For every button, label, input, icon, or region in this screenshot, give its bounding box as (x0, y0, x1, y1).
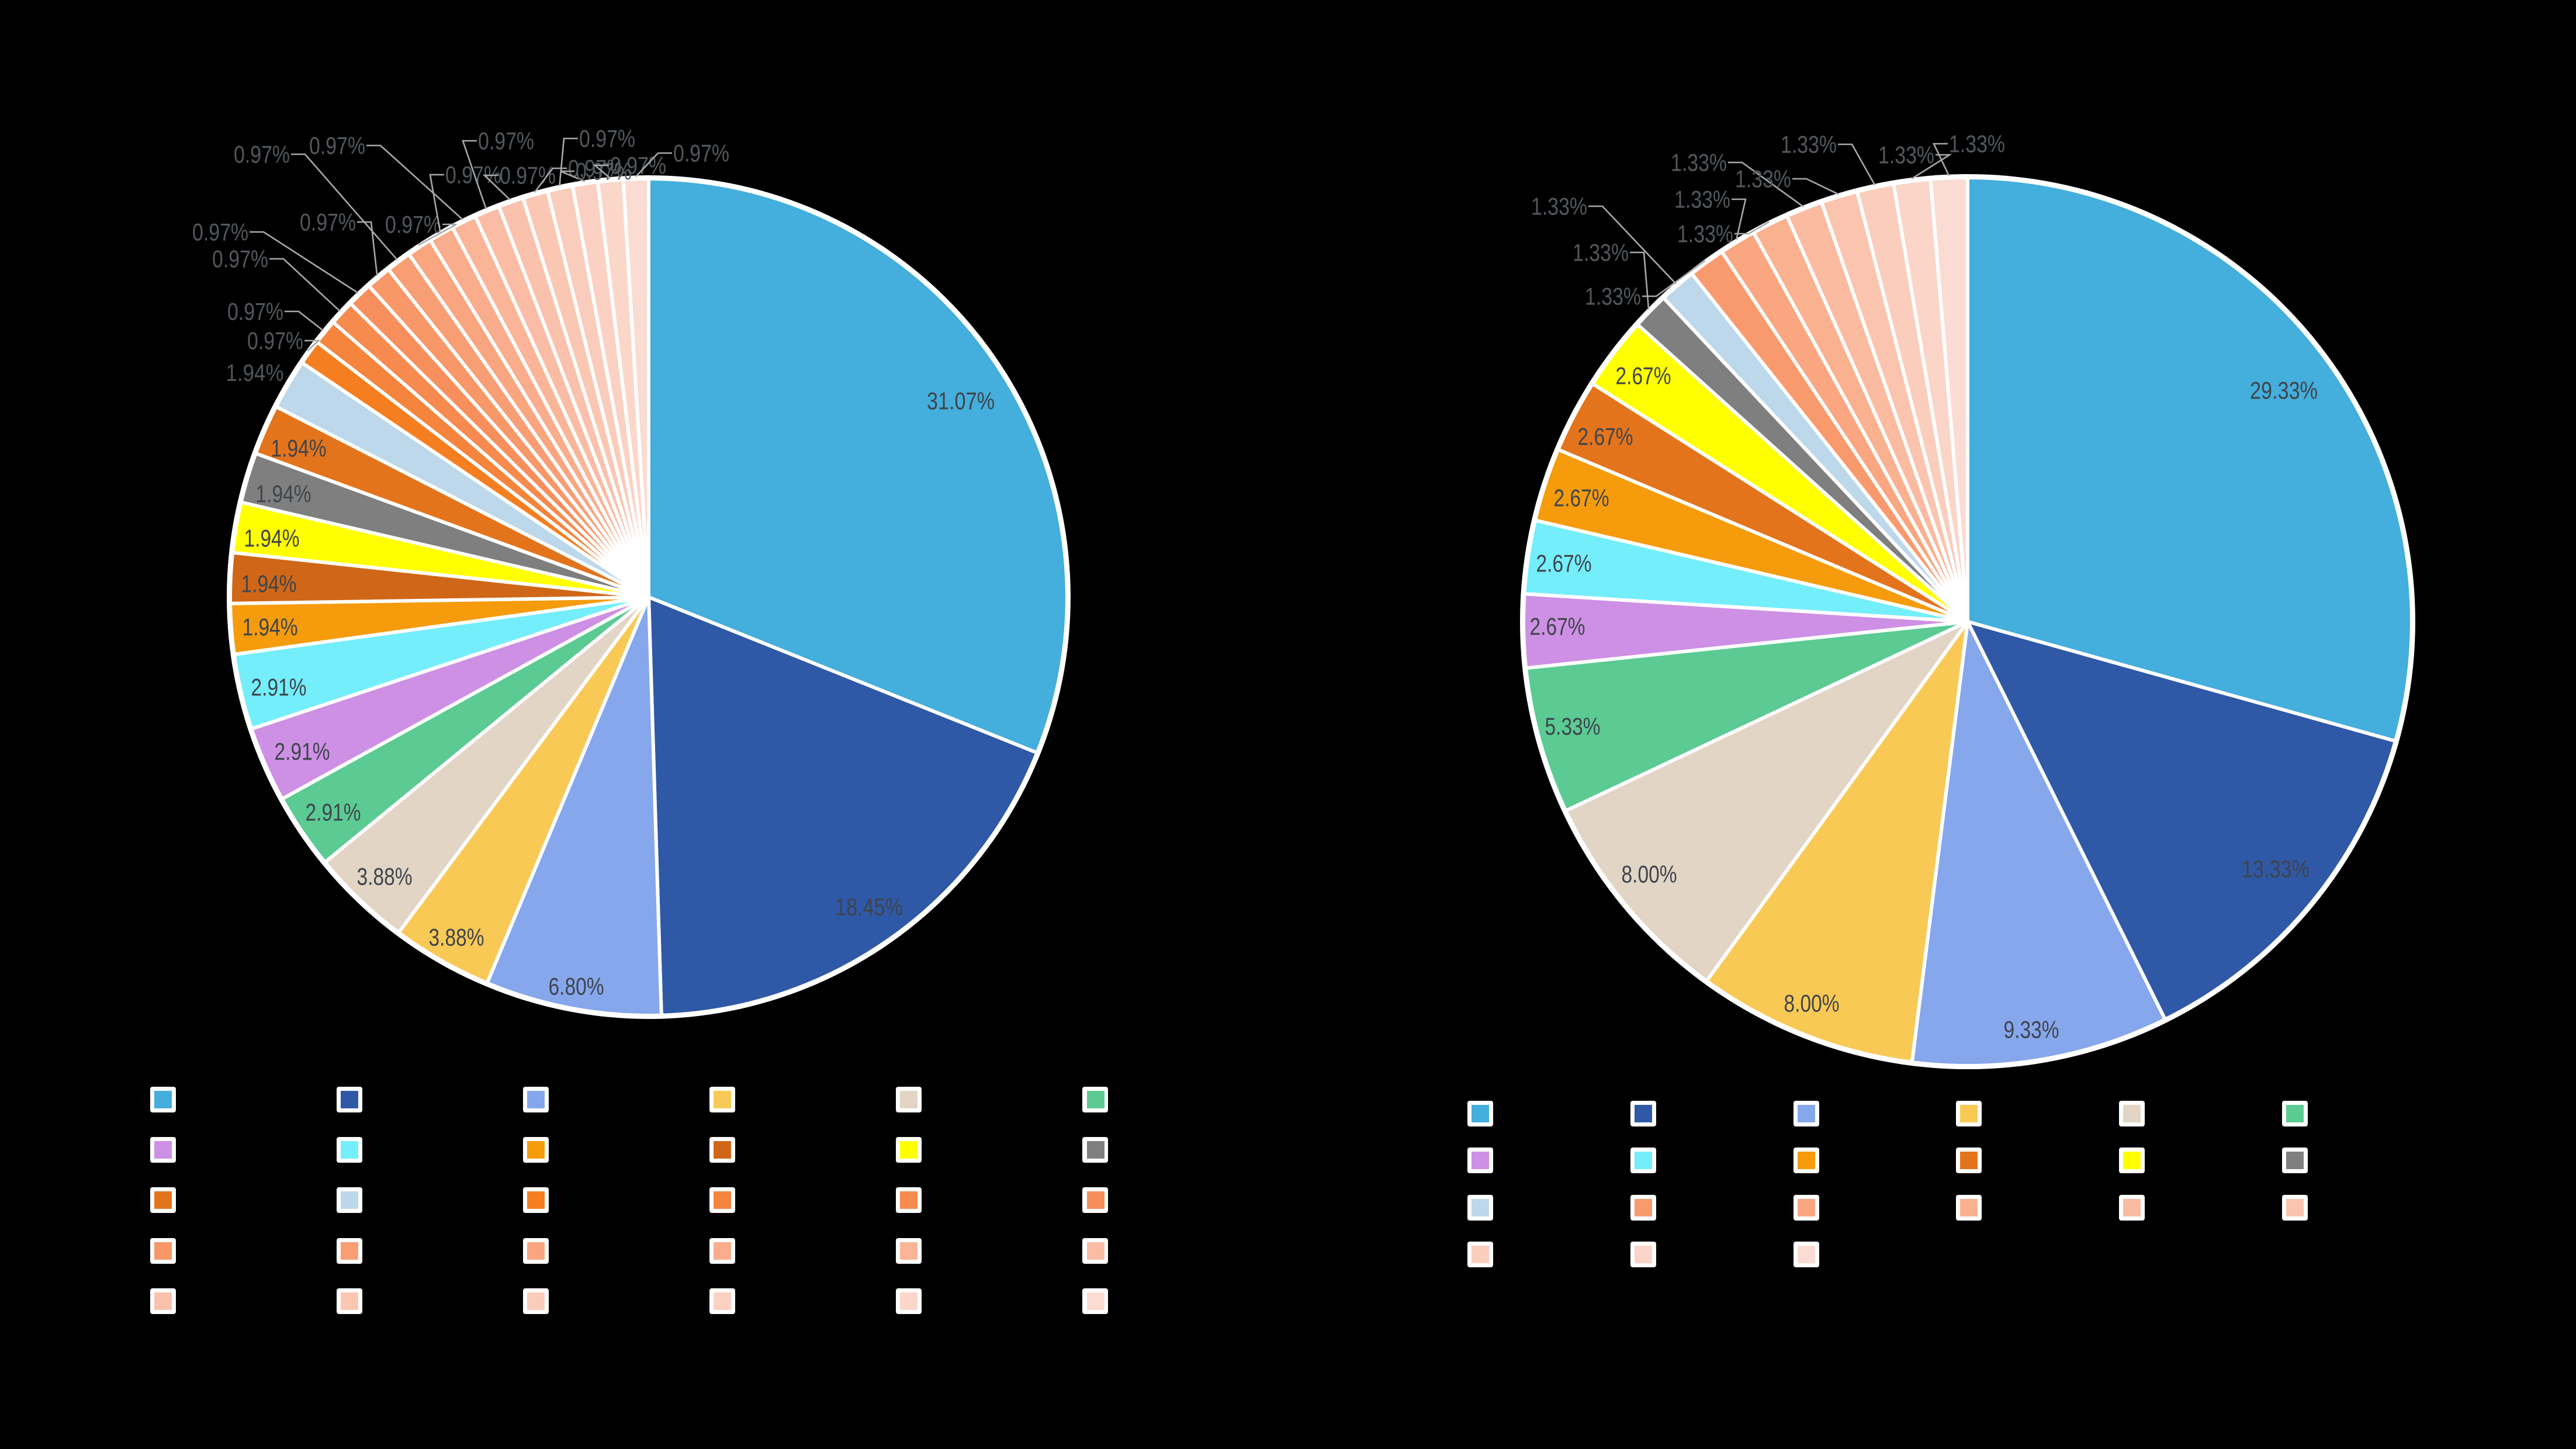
svg-text:1.94%: 1.94% (226, 359, 284, 386)
svg-text:2.91%: 2.91% (251, 673, 307, 701)
svg-text:0.97%: 0.97% (478, 127, 534, 154)
svg-text:1.33%: 1.33% (1531, 192, 1587, 220)
svg-text:2.67%: 2.67% (1530, 612, 1585, 640)
svg-text:9.33%: 9.33% (2004, 1015, 2059, 1043)
svg-text:1.33%: 1.33% (1949, 130, 2005, 157)
svg-text:3.88%: 3.88% (429, 923, 484, 951)
svg-text:1.33%: 1.33% (1585, 282, 1641, 310)
svg-text:18.45%: 18.45% (835, 893, 903, 920)
svg-text:1.94%: 1.94% (256, 480, 311, 507)
svg-text:2.67%: 2.67% (1554, 484, 1609, 511)
svg-text:13.33%: 13.33% (2242, 855, 2310, 882)
svg-text:2.91%: 2.91% (275, 737, 330, 765)
svg-text:8.00%: 8.00% (1622, 860, 1677, 888)
svg-text:0.97%: 0.97% (673, 139, 729, 167)
svg-text:0.97%: 0.97% (568, 154, 624, 182)
svg-text:0.97%: 0.97% (212, 245, 268, 272)
svg-text:6.80%: 6.80% (549, 972, 604, 1000)
svg-text:1.94%: 1.94% (271, 434, 327, 462)
svg-text:1.33%: 1.33% (1781, 130, 1837, 158)
svg-text:2.67%: 2.67% (1578, 422, 1633, 450)
svg-text:8.00%: 8.00% (1784, 989, 1840, 1017)
svg-text:1.33%: 1.33% (1677, 220, 1733, 247)
svg-text:1.94%: 1.94% (243, 613, 298, 640)
svg-text:2.67%: 2.67% (1536, 549, 1592, 577)
svg-text:3.88%: 3.88% (357, 862, 413, 890)
svg-text:1.33%: 1.33% (1671, 148, 1727, 176)
svg-text:1.33%: 1.33% (1878, 141, 1934, 168)
svg-text:1.33%: 1.33% (1674, 185, 1730, 213)
svg-text:1.33%: 1.33% (1573, 238, 1629, 266)
svg-text:2.91%: 2.91% (306, 798, 361, 826)
svg-text:0.97%: 0.97% (234, 140, 290, 168)
svg-text:0.97%: 0.97% (300, 208, 356, 235)
svg-text:0.97%: 0.97% (385, 210, 441, 238)
svg-text:5.33%: 5.33% (1545, 712, 1601, 740)
svg-text:0.97%: 0.97% (579, 124, 635, 152)
svg-text:0.97%: 0.97% (192, 218, 248, 245)
svg-text:0.97%: 0.97% (309, 131, 365, 159)
svg-text:1.94%: 1.94% (241, 570, 297, 597)
svg-text:31.07%: 31.07% (927, 387, 995, 414)
svg-text:1.94%: 1.94% (244, 524, 300, 552)
svg-text:0.97%: 0.97% (576, 157, 632, 185)
svg-text:0.97%: 0.97% (227, 297, 283, 325)
svg-text:1.33%: 1.33% (1735, 165, 1791, 192)
svg-text:0.97%: 0.97% (247, 327, 303, 354)
svg-text:2.67%: 2.67% (1616, 362, 1671, 389)
svg-text:29.33%: 29.33% (2250, 376, 2318, 404)
svg-text:0.97%: 0.97% (500, 161, 556, 189)
